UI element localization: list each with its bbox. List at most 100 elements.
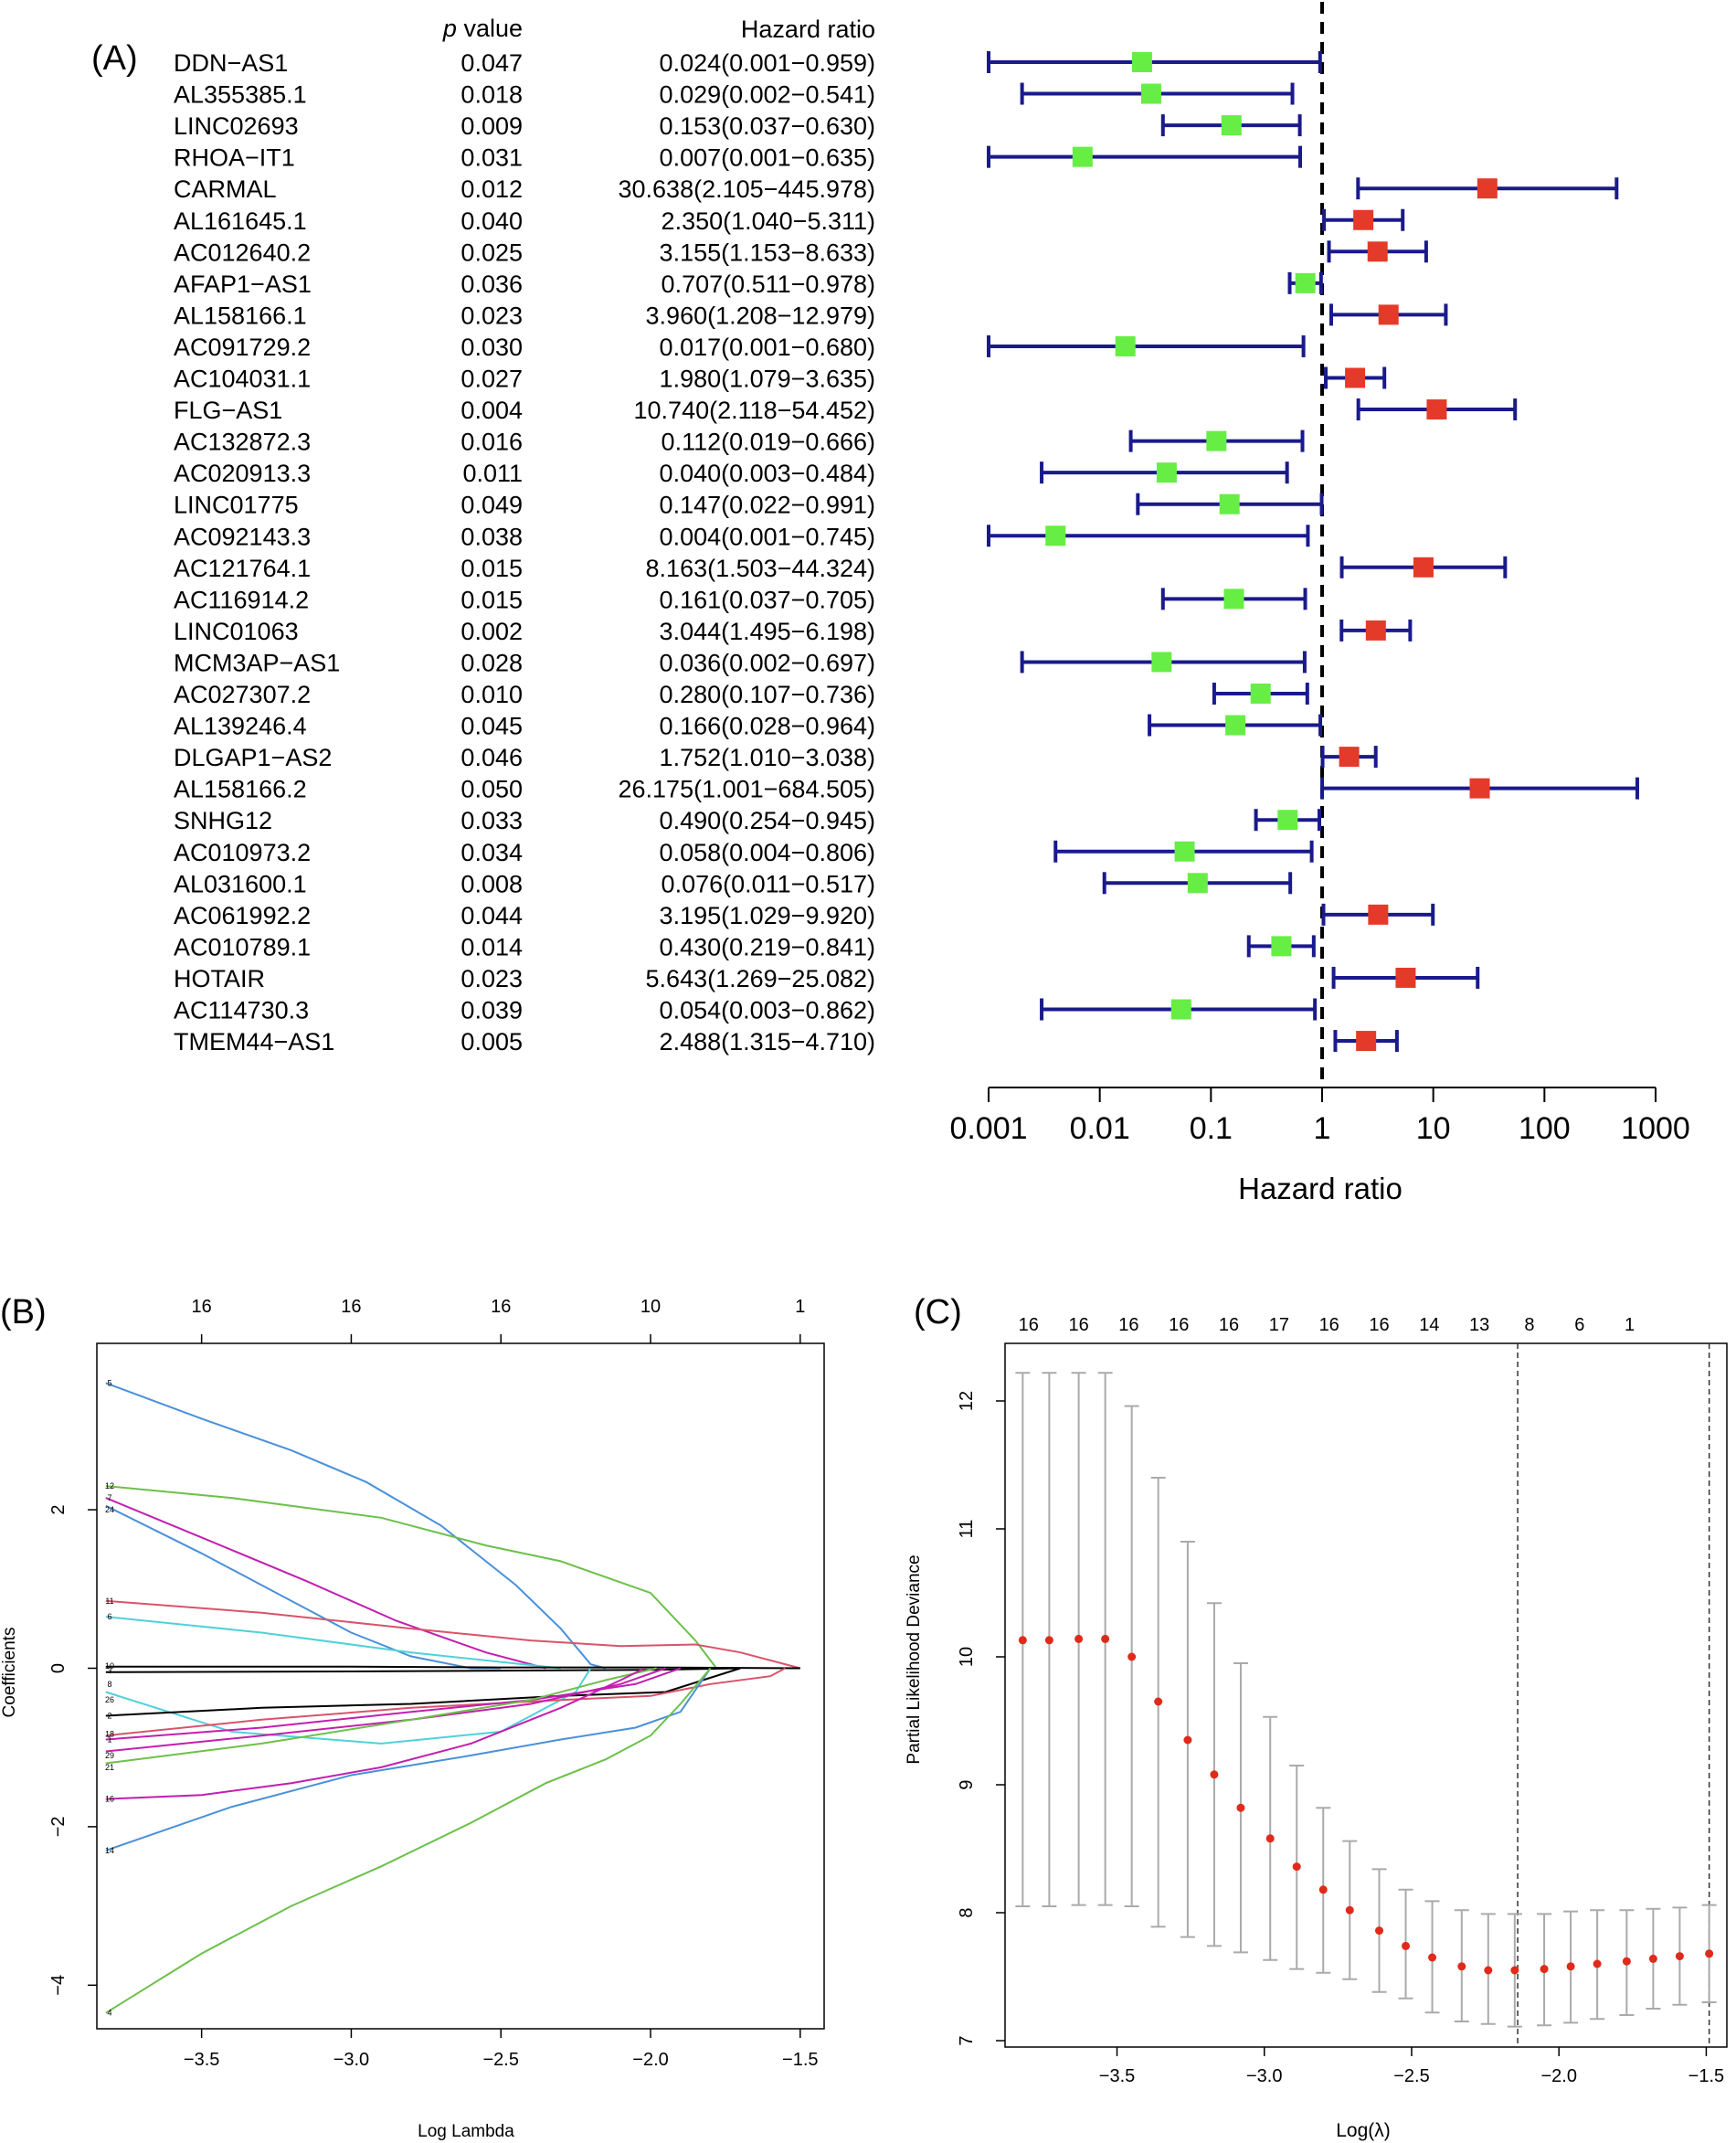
gene-label: AC116914.2 xyxy=(174,586,309,613)
p-value: 0.039 xyxy=(460,997,523,1024)
gene-label: AC010789.1 xyxy=(174,933,311,960)
cv-mean-point xyxy=(1428,1953,1437,1962)
hazard-ratio-text: 30.638(2.105−445.978) xyxy=(619,175,876,203)
p-value: 0.023 xyxy=(460,965,523,992)
gene-label: DDN−AS1 xyxy=(174,49,288,77)
cv-top-count-label: 13 xyxy=(1469,1315,1489,1335)
hazard-marker-risk xyxy=(1339,747,1360,768)
hazard-marker-protective xyxy=(1170,999,1191,1020)
panel-b-label: (B) xyxy=(0,1293,47,1331)
p-value: 0.047 xyxy=(460,49,523,77)
hazard-ratio-header: Hazard ratio xyxy=(741,16,875,43)
cv-y-tick-label: 7 xyxy=(957,2035,977,2045)
gene-label: AC121764.1 xyxy=(174,555,311,582)
cv-top-count-label: 17 xyxy=(1269,1315,1289,1335)
cv-y-tick-label: 11 xyxy=(957,1520,977,1539)
cv-y-tick-label: 10 xyxy=(957,1647,977,1667)
forest-plot-area: 0.001 0.01 0.1 1 10 100 1000 xyxy=(949,2,1690,1146)
hazard-marker-protective xyxy=(1225,715,1246,736)
cv-top-count-label: 16 xyxy=(1319,1315,1339,1335)
cv-mean-point xyxy=(1154,1697,1163,1706)
hazard-marker-risk xyxy=(1395,967,1416,988)
gene-label: AC010973.2 xyxy=(174,839,311,866)
lasso-x-tick-label: −2.5 xyxy=(482,2050,518,2070)
path-end-label: 2 xyxy=(107,1712,111,1721)
lasso-x-axis-label: Log Lambda xyxy=(418,2122,514,2141)
hazard-marker-protective xyxy=(1295,272,1316,293)
cv-x-tick-label: −2.0 xyxy=(1540,2066,1576,2086)
hazard-marker-protective xyxy=(1187,873,1208,894)
gene-label: TMEM44−AS1 xyxy=(174,1028,334,1056)
coefficient-path-11 xyxy=(105,1599,801,1670)
cv-top-count-label: 16 xyxy=(1369,1315,1389,1335)
hazard-marker-risk xyxy=(1469,778,1490,799)
p-value: 0.031 xyxy=(460,144,523,172)
gene-label: AC012640.2 xyxy=(174,239,311,266)
path-end-label: 5 xyxy=(107,1378,111,1387)
hazard-ratio-text: 3.044(1.495−6.198) xyxy=(660,618,875,645)
cv-top-count-label: 6 xyxy=(1574,1315,1584,1335)
hazard-marker-protective xyxy=(1174,841,1195,862)
gene-label: AL161645.1 xyxy=(174,207,307,235)
path-end-label: 24 xyxy=(105,1505,114,1514)
p-value: 0.027 xyxy=(460,366,523,393)
gene-label: AC020913.3 xyxy=(174,460,311,487)
gene-label: AFAP1−AS1 xyxy=(174,271,312,298)
cv-mean-point xyxy=(1127,1652,1137,1661)
hazard-ratio-text: 0.166(0.028−0.964) xyxy=(660,713,875,740)
path-end-label: 6 xyxy=(107,1612,111,1621)
hazard-marker-protective xyxy=(1131,52,1152,72)
hazard-ratio-text: 0.004(0.001−0.745) xyxy=(660,523,875,550)
hazard-ratio-text: 0.029(0.002−0.541) xyxy=(660,81,875,109)
panel-c-label: (C) xyxy=(914,1293,962,1331)
p-value: 0.009 xyxy=(460,112,523,140)
lasso-top-tick-label: 1 xyxy=(795,1297,805,1317)
hazard-ratio-text: 0.058(0.004−0.806) xyxy=(660,839,875,866)
coefficient-path-8 xyxy=(105,1667,741,1673)
panel-a-label: (A) xyxy=(91,39,138,78)
hazard-ratio-text: 0.054(0.003−0.862) xyxy=(660,997,875,1024)
gene-label: AL139246.4 xyxy=(174,713,307,740)
hazard-ratio-text: 8.163(1.503−44.324) xyxy=(646,555,875,582)
path-end-label: 18 xyxy=(105,1729,114,1738)
cv-mean-point xyxy=(1540,1965,1549,1974)
p-value: 0.046 xyxy=(460,744,523,771)
hazard-marker-protective xyxy=(1045,525,1066,546)
hazard-ratio-text: 0.007(0.001−0.635) xyxy=(660,144,875,172)
pvalue-header-rest: value xyxy=(457,15,523,42)
hazard-marker-risk xyxy=(1413,557,1434,578)
hazard-ratio-text: 0.161(0.037−0.705) xyxy=(660,586,875,613)
p-value: 0.033 xyxy=(460,807,523,834)
cv-y-axis-label: Partial Likelihood Deviance xyxy=(905,1554,924,1764)
gene-label: SNHG12 xyxy=(174,807,272,834)
forest-x-tick-label: 100 xyxy=(1519,1111,1571,1146)
hazard-marker-protective xyxy=(1115,335,1136,356)
hazard-ratio-text: 5.643(1.269−25.082) xyxy=(646,965,875,992)
cv-top-count-label: 16 xyxy=(1118,1315,1138,1335)
cv-mean-point xyxy=(1566,1962,1575,1971)
p-value: 0.014 xyxy=(460,933,523,960)
gene-label: AC091729.2 xyxy=(174,334,311,361)
p-value: 0.028 xyxy=(460,649,523,676)
lasso-plot-frame xyxy=(96,1342,825,2030)
lasso-top-tick-label: 16 xyxy=(192,1297,212,1317)
path-end-label: 21 xyxy=(105,1763,114,1772)
hazard-ratio-text: 26.175(1.001−684.505) xyxy=(619,776,876,803)
lasso-x-tick-label: −3.0 xyxy=(333,2050,369,2070)
hazard-marker-protective xyxy=(1271,936,1292,957)
coefficient-path-7 xyxy=(105,1497,546,1670)
forest-x-tick-label: 0.001 xyxy=(949,1111,1027,1146)
pvalue-header-p: p xyxy=(442,15,457,42)
forest-x-tick-label: 1000 xyxy=(1621,1111,1690,1146)
cv-top-count-label: 16 xyxy=(1068,1315,1088,1335)
path-end-label: 11 xyxy=(105,1597,113,1606)
coefficient-path-1 xyxy=(105,1667,682,1741)
gene-label: AL158166.1 xyxy=(174,302,307,329)
cv-x-axis-label: Log(λ) xyxy=(1336,2120,1391,2141)
hazard-ratio-text: 0.017(0.001−0.680) xyxy=(660,334,875,361)
gene-label: AC027307.2 xyxy=(174,681,311,708)
cv-top-count-label: 1 xyxy=(1625,1315,1635,1335)
cv-mean-point xyxy=(1318,1885,1328,1894)
